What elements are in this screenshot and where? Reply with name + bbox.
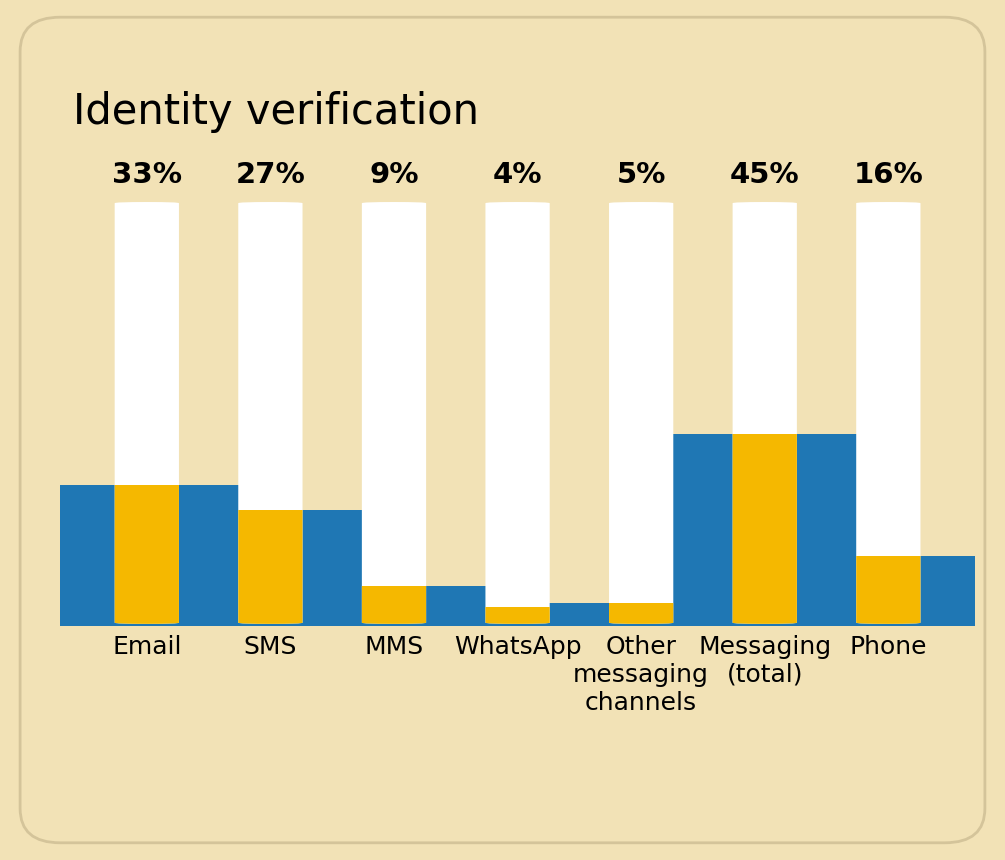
FancyBboxPatch shape bbox=[362, 202, 426, 624]
Text: 9%: 9% bbox=[369, 161, 419, 188]
Text: 16%: 16% bbox=[853, 161, 924, 188]
Text: SMS: SMS bbox=[243, 635, 297, 659]
Text: 45%: 45% bbox=[730, 161, 800, 188]
Bar bbox=[548, 603, 735, 626]
Text: Email: Email bbox=[113, 635, 182, 659]
FancyBboxPatch shape bbox=[733, 202, 797, 624]
Text: Other
messaging
channels: Other messaging channels bbox=[573, 635, 710, 715]
FancyBboxPatch shape bbox=[609, 202, 673, 624]
Text: Identity verification: Identity verification bbox=[72, 91, 478, 133]
Bar bbox=[53, 485, 241, 626]
Bar bbox=[177, 510, 365, 626]
FancyBboxPatch shape bbox=[238, 202, 303, 624]
FancyBboxPatch shape bbox=[115, 202, 179, 624]
FancyBboxPatch shape bbox=[856, 202, 921, 624]
Text: 4%: 4% bbox=[492, 161, 543, 188]
Text: WhatsApp: WhatsApp bbox=[454, 635, 581, 659]
Text: Phone: Phone bbox=[849, 635, 927, 659]
FancyBboxPatch shape bbox=[856, 202, 921, 624]
FancyBboxPatch shape bbox=[238, 202, 303, 624]
Text: Messaging
(total): Messaging (total) bbox=[698, 635, 831, 687]
Text: 27%: 27% bbox=[235, 161, 306, 188]
FancyBboxPatch shape bbox=[609, 202, 673, 624]
Bar bbox=[424, 607, 611, 626]
FancyBboxPatch shape bbox=[115, 202, 179, 624]
Text: 33%: 33% bbox=[112, 161, 182, 188]
Bar bbox=[300, 586, 487, 626]
FancyBboxPatch shape bbox=[362, 202, 426, 624]
FancyBboxPatch shape bbox=[485, 202, 550, 624]
Text: 5%: 5% bbox=[616, 161, 666, 188]
Bar bbox=[670, 434, 858, 626]
Text: MMS: MMS bbox=[365, 635, 423, 659]
FancyBboxPatch shape bbox=[733, 202, 797, 624]
Bar bbox=[794, 556, 982, 626]
FancyBboxPatch shape bbox=[485, 202, 550, 624]
